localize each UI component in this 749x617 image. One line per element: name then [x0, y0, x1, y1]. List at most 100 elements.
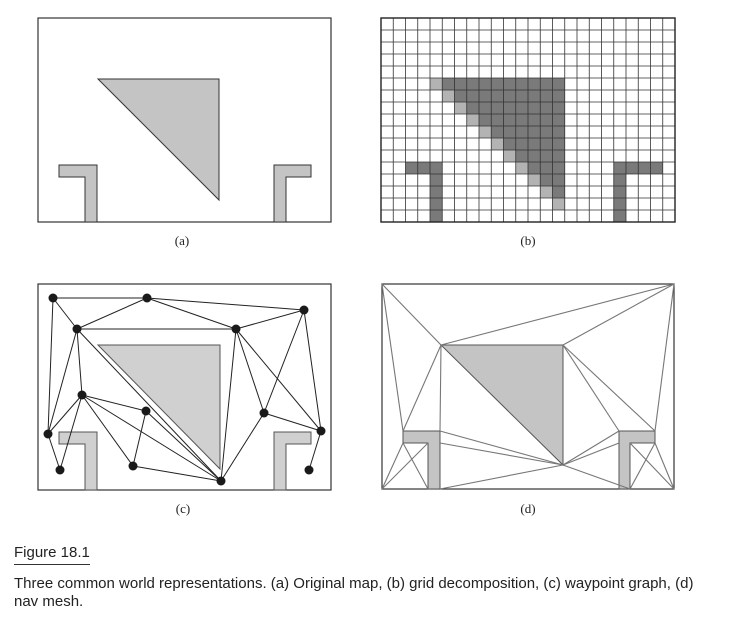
- waypoint-node: [141, 406, 151, 416]
- grid-blocked-cell: [479, 90, 492, 102]
- waypoint-node: [231, 324, 241, 334]
- grid-blocked-cell: [528, 162, 541, 174]
- waypoint-edges: [47, 297, 322, 482]
- grid-blocked-cell: [491, 126, 504, 138]
- grid-blocked-cell: [552, 114, 565, 126]
- grid-blocked-cell: [515, 90, 528, 102]
- grid-blocked-cell: [638, 162, 651, 174]
- grid-blocked-cell: [454, 78, 467, 90]
- grid-blocked-cell: [552, 126, 565, 138]
- grid-blocked-cell: [503, 150, 516, 162]
- grid-blocked-cell: [503, 78, 516, 90]
- grid-blocked-cell: [552, 150, 565, 162]
- waypoint-node: [259, 408, 269, 418]
- grid-blocked-cell: [491, 78, 504, 90]
- grid-blocked-cell: [540, 90, 553, 102]
- grid-b-blocked-cells: [405, 78, 663, 222]
- grid-blocked-cell: [528, 78, 541, 90]
- nav-mesh-edges: [381, 283, 675, 490]
- grid-blocked-cell: [491, 114, 504, 126]
- grid-blocked-cell: [528, 138, 541, 150]
- grid-blocked-cell: [479, 102, 492, 114]
- grid-blocked-cell: [626, 162, 639, 174]
- grid-blocked-cell: [552, 162, 565, 174]
- panel-label-d: (d): [520, 501, 536, 516]
- grid-blocked-cell: [540, 162, 553, 174]
- grid-blocked-cell: [442, 78, 455, 90]
- map-a-right-wall: [273, 164, 312, 223]
- grid-blocked-cell: [613, 186, 626, 198]
- grid-blocked-cell: [540, 174, 553, 186]
- grid-blocked-cell: [430, 186, 443, 198]
- grid-blocked-cell: [613, 174, 626, 186]
- grid-blocked-cell: [503, 90, 516, 102]
- grid-blocked-cell: [430, 210, 443, 222]
- grid-blocked-cell: [466, 90, 479, 102]
- grid-blocked-cell: [479, 126, 492, 138]
- grid-blocked-cell: [552, 102, 565, 114]
- grid-blocked-cell: [442, 90, 455, 102]
- grid-blocked-cell: [552, 186, 565, 198]
- grid-blocked-cell: [503, 138, 516, 150]
- grid-blocked-cell: [515, 150, 528, 162]
- grid-blocked-cell: [430, 78, 443, 90]
- grid-blocked-cell: [491, 102, 504, 114]
- waypoint-node: [216, 476, 226, 486]
- grid-blocked-cell: [528, 126, 541, 138]
- grid-blocked-cell: [503, 102, 516, 114]
- panel-label-c: (c): [175, 501, 191, 516]
- waypoint-nodes: [43, 293, 326, 486]
- grid-blocked-cell: [540, 138, 553, 150]
- grid-blocked-cell: [466, 102, 479, 114]
- waypoint-node: [72, 324, 82, 334]
- waypoint-node: [128, 461, 138, 471]
- grid-blocked-cell: [503, 114, 516, 126]
- map-c-triangle-obstacle: [96, 344, 221, 471]
- waypoint-node: [299, 305, 309, 315]
- grid-blocked-cell: [613, 210, 626, 222]
- grid-blocked-cell: [430, 174, 443, 186]
- grid-blocked-cell: [540, 150, 553, 162]
- grid-blocked-cell: [491, 90, 504, 102]
- grid-blocked-cell: [515, 138, 528, 150]
- grid-blocked-cell: [515, 126, 528, 138]
- map-d-triangle-obstacle: [439, 344, 564, 467]
- grid-blocked-cell: [613, 162, 626, 174]
- grid-blocked-cell: [552, 78, 565, 90]
- grid-blocked-cell: [430, 162, 443, 174]
- grid-blocked-cell: [515, 162, 528, 174]
- waypoint-node: [77, 390, 87, 400]
- grid-blocked-cell: [613, 198, 626, 210]
- grid-blocked-cell: [479, 114, 492, 126]
- grid-blocked-cell: [528, 102, 541, 114]
- grid-blocked-cell: [479, 78, 492, 90]
- grid-blocked-cell: [552, 174, 565, 186]
- figure-title: Figure 18.1: [14, 544, 90, 565]
- grid-blocked-cell: [528, 90, 541, 102]
- grid-blocked-cell: [650, 162, 663, 174]
- grid-blocked-cell: [552, 138, 565, 150]
- grid-blocked-cell: [405, 162, 418, 174]
- grid-blocked-cell: [454, 90, 467, 102]
- grid-blocked-cell: [528, 174, 541, 186]
- grid-blocked-cell: [540, 126, 553, 138]
- waypoint-node: [43, 429, 53, 439]
- grid-blocked-cell: [540, 102, 553, 114]
- grid-blocked-cell: [528, 150, 541, 162]
- grid-blocked-cell: [540, 186, 553, 198]
- map-b-border: [380, 17, 676, 223]
- grid-blocked-cell: [552, 90, 565, 102]
- grid-blocked-cell: [552, 198, 565, 210]
- figure-caption: Three common world representations. (a) …: [14, 575, 694, 610]
- grid-blocked-cell: [454, 102, 467, 114]
- grid-blocked-cell: [515, 114, 528, 126]
- grid-b-lines: [381, 18, 675, 222]
- panel-label-a: (a): [174, 233, 190, 248]
- map-c-left-wall: [58, 431, 98, 491]
- grid-blocked-cell: [466, 78, 479, 90]
- waypoint-node: [142, 293, 152, 303]
- map-c-right-wall: [273, 431, 312, 491]
